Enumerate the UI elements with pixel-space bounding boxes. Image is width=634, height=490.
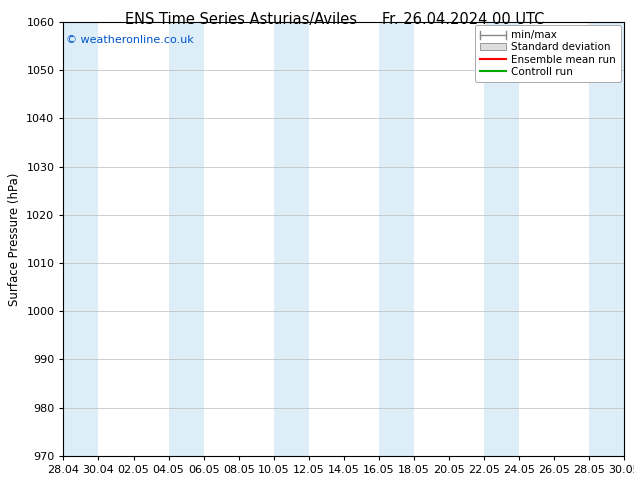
Text: © weatheronline.co.uk: © weatheronline.co.uk [66,35,194,45]
Bar [63,22,98,456]
Legend: min/max, Standard deviation, Ensemble mean run, Controll run: min/max, Standard deviation, Ensemble me… [475,25,621,82]
Bar [274,22,309,456]
Bar [484,22,519,456]
Y-axis label: Surface Pressure (hPa): Surface Pressure (hPa) [8,172,21,306]
Text: Fr. 26.04.2024 00 UTC: Fr. 26.04.2024 00 UTC [382,12,544,27]
Text: ENS Time Series Asturias/Aviles: ENS Time Series Asturias/Aviles [125,12,357,27]
Bar [169,22,204,456]
Bar [590,22,624,456]
Bar [379,22,414,456]
